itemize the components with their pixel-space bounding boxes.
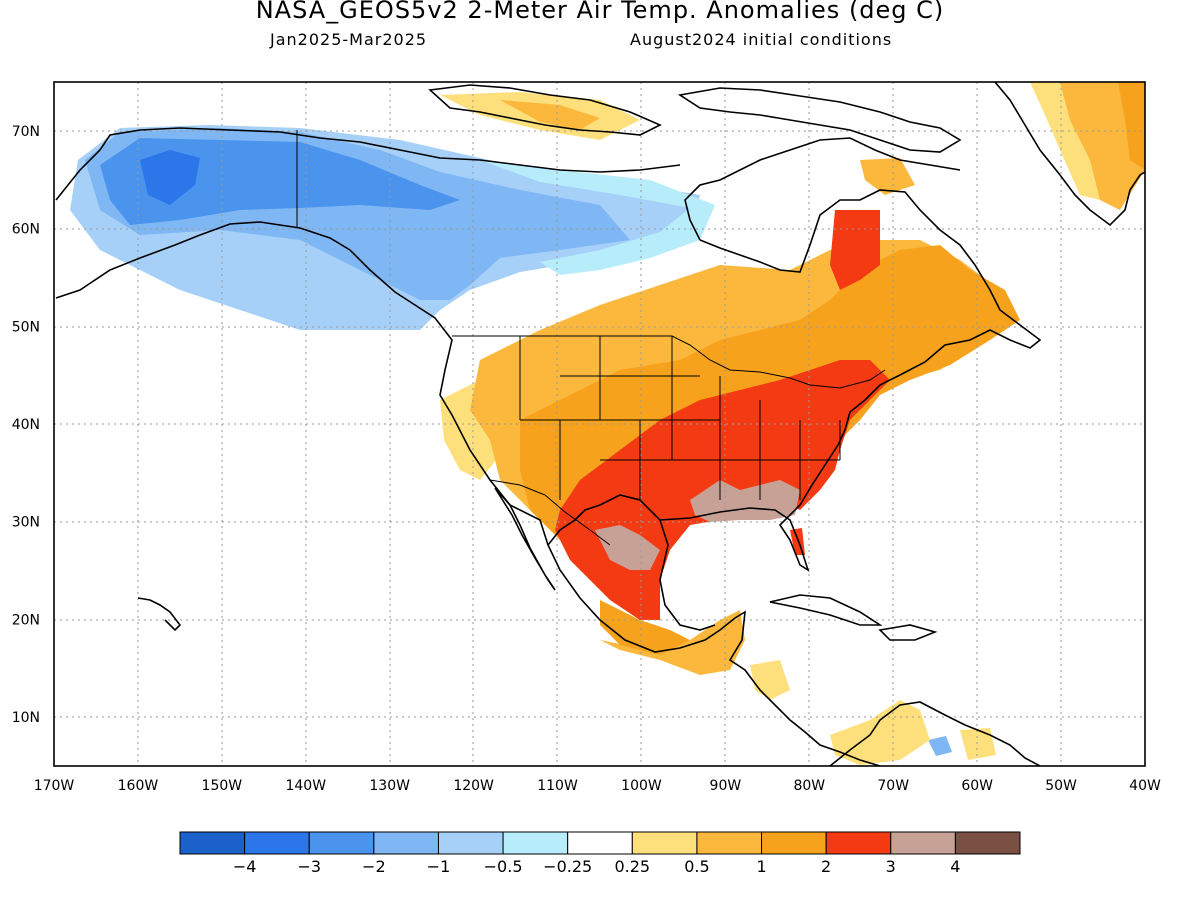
colorbar-swatch	[890, 831, 956, 855]
colorbar-tick-label: 3	[886, 857, 896, 876]
lon-label: 90W	[710, 778, 742, 794]
warm-region-light-orange-central-america	[600, 610, 745, 675]
map-panel	[54, 82, 1145, 766]
lon-label: 100W	[621, 778, 662, 794]
colorbar-swatch	[308, 831, 375, 855]
cold-region-pale-blue	[480, 160, 715, 275]
lat-label: 60N	[12, 222, 40, 238]
lon-label: 170W	[34, 778, 75, 794]
colorbar-tick-label: 0.25	[614, 857, 650, 876]
lon-label: 130W	[369, 778, 410, 794]
initial-conditions: August2024 initial conditions	[630, 30, 893, 49]
lat-label: 70N	[12, 124, 40, 140]
warm-region-orange-mexico	[600, 600, 690, 655]
colorbar-swatch	[761, 831, 827, 855]
lon-label: 50W	[1045, 778, 1077, 794]
map-title: NASA_GEOS5v2 2-Meter Air Temp. Anomalies…	[255, 0, 945, 24]
coastline-cuba	[769, 594, 883, 626]
coastline-florida-atlantic	[659, 189, 1042, 572]
cold-spot-south-america	[928, 736, 952, 756]
lon-label: 80W	[793, 778, 825, 794]
lon-label: 160W	[118, 778, 159, 794]
colorbar-tick-label: 2	[821, 857, 831, 876]
colorbar-swatch	[567, 831, 633, 855]
coastline-hispaniola	[878, 624, 938, 641]
colorbar-tick-label: 1	[756, 857, 766, 876]
coastlines	[55, 82, 1145, 766]
very-hot-region-brown	[690, 480, 800, 522]
coastline-greenland	[994, 82, 1145, 227]
lon-label: 150W	[202, 778, 243, 794]
colorbar-swatch	[437, 831, 504, 855]
warm-region-light-orange-north	[500, 100, 915, 195]
colorbar-swatch	[244, 831, 310, 855]
coastline-arctic	[55, 127, 681, 201]
map-frame	[53, 81, 1146, 767]
forecast-period: Jan2025-Mar2025	[270, 30, 428, 49]
colorbar-swatch	[179, 831, 246, 855]
colorbar-tick-label: −0.25	[543, 857, 592, 876]
warm-region-greenland-east	[1118, 82, 1145, 170]
latitude-labels: 70N 60N 50N 40N 30N 20N 10N	[12, 124, 40, 726]
lat-label: 40N	[12, 417, 40, 433]
us-state-lines	[519, 336, 841, 500]
colorbar-swatch	[696, 831, 763, 855]
colorbar-swatch	[631, 831, 698, 855]
lon-label: 110W	[537, 778, 578, 794]
anomaly-shading	[70, 82, 1145, 765]
coastline-south-america	[829, 701, 1041, 766]
warm-region-greenland-yellow	[1030, 82, 1100, 200]
political-borders	[296, 130, 886, 546]
colorbar-tick-label: −4	[233, 857, 257, 876]
colorbar-swatch	[825, 831, 892, 855]
longitude-labels: 170W 160W 150W 140W 130W 120W 110W 100W 90W 80W 70…	[34, 778, 1161, 794]
colorbar-swatch	[373, 831, 439, 855]
colorbar-tick-label: −3	[297, 857, 321, 876]
warm-region-light-yellow-caribbean	[750, 660, 996, 765]
hot-region-red-quebec	[830, 210, 880, 290]
colorbar-tick-label: −1	[427, 857, 451, 876]
colorbar-tick-label: 0.5	[684, 857, 709, 876]
colorbar-tick-label: −2	[362, 857, 386, 876]
colorbar-tick-label: −0.5	[484, 857, 523, 876]
colorbar-labels: −4 −3 −2 −1 −0.5 −0.25 0.25 0.5 1 2 3 4	[233, 857, 961, 876]
lat-label: 20N	[12, 612, 40, 628]
coastline-hawaii	[137, 597, 182, 632]
colorbar	[179, 831, 1021, 855]
very-hot-region-brown-mexico	[595, 525, 660, 570]
coastline-baja	[494, 487, 556, 591]
cold-region-deep-blue	[140, 150, 200, 205]
hot-region-red-florida	[790, 528, 805, 555]
lat-label: 30N	[12, 515, 40, 531]
lat-label: 10N	[12, 710, 40, 726]
lon-label: 40W	[1129, 778, 1161, 794]
coastline-north-america	[55, 221, 881, 766]
coastline-arctic-islands	[428, 84, 962, 153]
lat-label: 50N	[12, 319, 40, 335]
colorbar-swatch	[502, 831, 569, 855]
coastline-hudson-bay	[684, 137, 961, 241]
coastline-gulf	[547, 494, 716, 631]
lon-label: 140W	[285, 778, 326, 794]
lon-label: 60W	[961, 778, 993, 794]
colorbar-tick-label: 4	[950, 857, 960, 876]
border-us-mexico	[489, 479, 611, 546]
lon-label: 120W	[453, 778, 494, 794]
colorbar-swatch	[954, 831, 1021, 855]
lon-label: 70W	[877, 778, 909, 794]
